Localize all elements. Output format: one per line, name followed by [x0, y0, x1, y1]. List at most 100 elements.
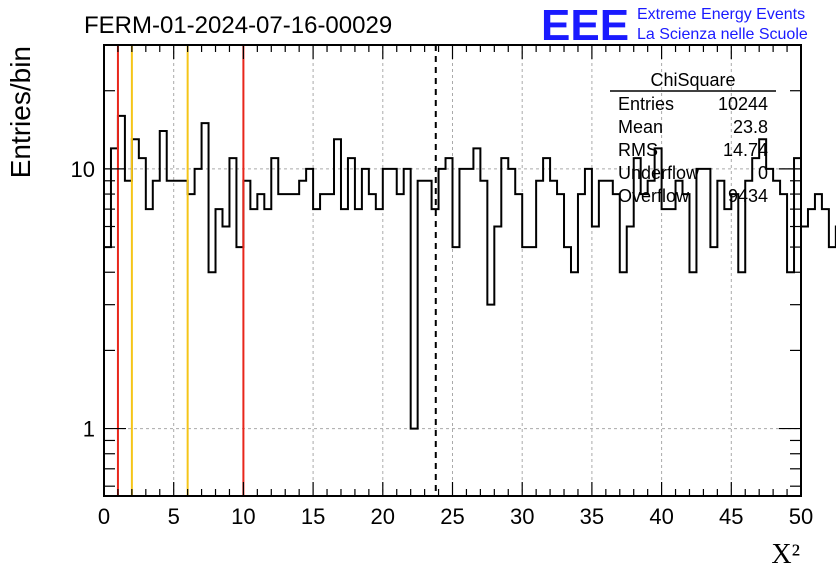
stats-label: Entries [618, 94, 674, 114]
histogram-bin [648, 181, 655, 496]
histogram-bin [508, 169, 515, 496]
histogram-bin [285, 194, 292, 496]
histogram-bin [411, 429, 418, 496]
histogram-bin [703, 169, 710, 496]
histogram-bin [257, 194, 264, 496]
histogram-bin [397, 194, 404, 496]
stats-value: 0 [758, 163, 768, 183]
histogram-bin [696, 169, 703, 496]
histogram-bin [153, 181, 160, 496]
histogram-bin [341, 209, 348, 496]
histogram-bin [564, 247, 571, 496]
stats-label: Mean [618, 117, 663, 137]
histogram-bin [236, 247, 243, 496]
histogram-bin [738, 272, 745, 496]
histogram-bin [188, 194, 195, 496]
histogram-bin [557, 194, 564, 496]
histogram-bin [313, 209, 320, 496]
x-tick-label: 45 [719, 504, 743, 529]
histogram-bin [202, 123, 209, 496]
stats-value: 14.74 [723, 140, 768, 160]
x-tick-label: 20 [371, 504, 395, 529]
histogram-bin [418, 181, 425, 496]
x-tick-labels: 0 5 10 15 20 25 30 35 40 45 50 [98, 504, 813, 529]
histogram-bin [606, 181, 613, 496]
histogram-bin [599, 181, 606, 496]
histogram-bin [613, 194, 620, 496]
histogram-bin [271, 158, 278, 496]
histogram-bin [641, 194, 648, 496]
histogram-bin [829, 247, 836, 496]
histogram-bin [480, 181, 487, 496]
histogram-bin [453, 247, 460, 496]
histogram-bin [376, 209, 383, 496]
chart-title: FERM-01-2024-07-16-00029 [84, 12, 392, 39]
histogram-bin [543, 158, 550, 496]
histogram-bin [390, 169, 397, 496]
x-tick-label: 40 [649, 504, 673, 529]
histogram-bin [529, 247, 536, 496]
logo-line1: Extreme Energy Events [637, 6, 805, 23]
x-tick-label: 15 [301, 504, 325, 529]
histogram-bin [494, 227, 501, 496]
histogram-bin [536, 181, 543, 496]
histogram-bin [250, 209, 257, 496]
histogram-bin [362, 169, 369, 496]
x-tick-label: 10 [231, 504, 255, 529]
stats-value: 9434 [728, 186, 768, 206]
logo-line2: La Scienza nelle Scuole [637, 26, 808, 43]
x-tick-label: 0 [98, 504, 110, 529]
histogram-bin [634, 158, 641, 496]
histogram-bin [146, 209, 153, 496]
histogram-bin [801, 227, 808, 496]
histogram-bin [773, 181, 780, 496]
histogram-bin [550, 181, 557, 496]
stats-rows: Entries 10244 Mean 23.8 RMS 14.74 Underflow 0 Ov… [618, 94, 768, 206]
histogram-bin [425, 181, 432, 496]
histogram-bin [627, 227, 634, 496]
histogram-bin [132, 139, 139, 496]
histogram-bin [487, 305, 494, 496]
histogram-bin [815, 194, 822, 496]
axis-ticks [103, 44, 802, 496]
histogram-bin [522, 247, 529, 496]
eee-logo: EEE Extreme Energy Events La Scienza nel… [541, 1, 808, 50]
histogram-bin [264, 209, 271, 496]
histogram-bin [222, 227, 229, 496]
histogram-bin [717, 181, 724, 496]
histogram-bin [787, 272, 794, 496]
histogram-bin [174, 181, 181, 496]
histogram-bin [334, 139, 341, 496]
histogram-bin [118, 116, 125, 496]
y-tick-labels: 1 10 [71, 157, 95, 442]
histogram-bin [822, 209, 829, 496]
histogram [104, 114, 836, 496]
histogram-bin [306, 169, 313, 496]
histogram-bin [181, 181, 188, 496]
histogram-bin [111, 148, 118, 496]
y-tick-label: 10 [71, 157, 95, 182]
histogram-bin [578, 194, 585, 496]
x-tick-label: 30 [510, 504, 534, 529]
histogram-bin [355, 209, 362, 496]
histogram-bin [459, 169, 466, 496]
histogram-bin [404, 169, 411, 496]
histogram-bin [466, 169, 473, 496]
histogram-bin [515, 194, 522, 496]
x-tick-label: 50 [789, 504, 813, 529]
histogram-bin [620, 272, 627, 496]
histogram-bin [243, 181, 250, 496]
histogram-bin [160, 131, 167, 496]
histogram-bin [439, 169, 446, 496]
x-axis-label: X² [771, 539, 800, 570]
stats-label: Underflow [618, 163, 700, 183]
histogram-bin [104, 247, 111, 496]
histogram-bin [209, 272, 216, 496]
histogram-bin [501, 158, 508, 496]
histogram-bin [139, 158, 146, 496]
histogram-bin [446, 158, 453, 496]
logo-text: EEE [541, 1, 629, 50]
histogram-bin [752, 158, 759, 496]
reference-lines [116, 45, 437, 496]
